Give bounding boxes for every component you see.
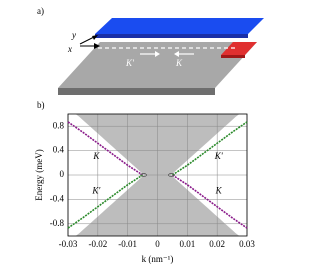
curve xyxy=(171,174,248,229)
arrowhead xyxy=(155,51,160,57)
axis-label: x xyxy=(67,44,72,54)
panel-label: b) xyxy=(37,100,45,110)
panel-label: a) xyxy=(37,6,44,16)
curve xyxy=(67,121,144,176)
lower-plate xyxy=(58,42,257,88)
x-tick-label: -0.03 xyxy=(59,239,78,249)
lower-plate-side xyxy=(58,88,215,95)
curve xyxy=(67,174,144,229)
x-tick-label: 0.03 xyxy=(239,239,255,249)
valley-label: K xyxy=(92,151,100,161)
x-tick-label: 0.02 xyxy=(209,239,225,249)
figure: a) y x K' K b) -0.03 -0.02 -0.01 0 0.01 0.02 0… xyxy=(34,6,264,264)
x-axis-label: k (nm⁻¹) xyxy=(142,254,174,264)
x-tick-label: 0 xyxy=(155,239,160,249)
y-tick-label: -0.8 xyxy=(50,218,65,228)
valley-label: K xyxy=(175,58,183,68)
curve xyxy=(171,121,248,176)
upper-plate xyxy=(95,18,264,34)
plot-frame xyxy=(67,113,248,237)
y-axis-label: Energy (meV) xyxy=(34,149,44,201)
x-tick-label: -0.01 xyxy=(118,239,137,249)
valley-label: K' xyxy=(91,186,101,196)
arrowhead xyxy=(174,51,179,57)
valley-label: K' xyxy=(125,58,135,68)
y-tick-label: 0.8 xyxy=(53,120,65,130)
x-tick-label: 0.01 xyxy=(179,239,195,249)
y-arrowhead xyxy=(92,35,98,40)
y-tick-label: -0.4 xyxy=(50,193,65,203)
y-tick-label: 0 xyxy=(60,169,65,179)
x-arrowhead xyxy=(94,43,100,49)
edge-strip-side xyxy=(221,55,245,58)
node-marker xyxy=(140,173,147,177)
y-tick-label: 0.4 xyxy=(53,145,65,155)
node-marker xyxy=(168,173,175,177)
valley-label: K xyxy=(215,186,223,196)
valley-label: K' xyxy=(214,151,224,161)
upper-plate-side xyxy=(95,34,248,38)
edge-strip xyxy=(221,42,257,55)
x-tick-label: -0.02 xyxy=(88,239,107,249)
axis-label: y xyxy=(71,30,76,40)
